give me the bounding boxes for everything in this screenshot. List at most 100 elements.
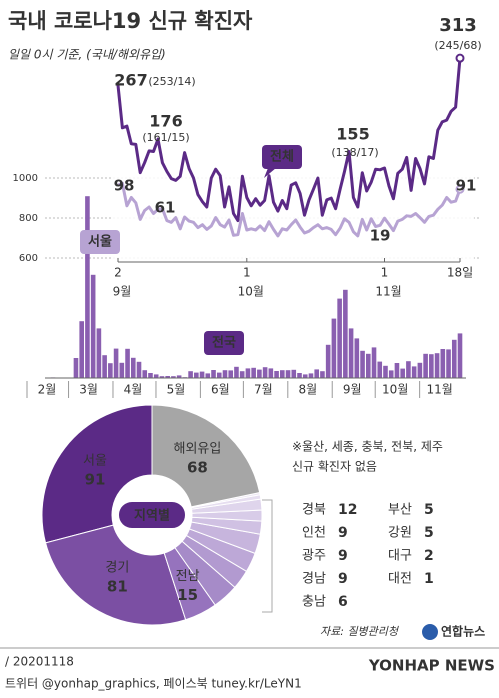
subtitle: 일일 0시 기준, (국내/해외유입) — [8, 48, 166, 62]
pie-segment — [151, 404, 261, 508]
list-name: 광주 — [302, 549, 326, 564]
bar — [383, 365, 388, 378]
series-label-pointer — [264, 168, 276, 178]
value-label: 313 — [439, 15, 477, 36]
bar — [211, 370, 216, 378]
logo: 연합뉴스 — [441, 624, 485, 639]
bar — [153, 374, 159, 378]
bar — [119, 362, 125, 378]
bar — [159, 376, 165, 378]
value-label: 155 — [336, 125, 369, 144]
list-name: 부산 — [388, 503, 412, 518]
bar — [360, 350, 365, 378]
value-label: 91 — [456, 177, 477, 195]
bar — [262, 367, 268, 378]
bar — [102, 355, 107, 378]
x-tick-label: 7월 — [254, 383, 273, 397]
bar — [429, 354, 434, 378]
bar — [216, 372, 222, 378]
bar — [354, 338, 360, 378]
bar — [348, 328, 354, 378]
bar — [320, 371, 325, 378]
bar — [188, 371, 193, 378]
series-label: 전국 — [212, 335, 236, 351]
x-tick-label: 2 — [114, 266, 122, 280]
x-tick-label: 18일 — [447, 266, 473, 280]
note: 신규 확진자 없음 — [292, 460, 377, 474]
bar — [148, 373, 153, 378]
x-tick-label: 1 — [243, 266, 251, 280]
list-value: 5 — [424, 525, 434, 541]
annotation: (138/17) — [331, 146, 378, 159]
bar — [423, 353, 428, 378]
list-value: 6 — [338, 594, 348, 610]
x-tick-label: 1 — [381, 266, 389, 280]
bar — [257, 369, 262, 378]
bar — [457, 333, 463, 378]
segment-name: 서울 — [83, 454, 107, 469]
value-label: 98 — [114, 177, 135, 195]
annotation: (161/15) — [142, 131, 189, 144]
series-label: 전체 — [270, 149, 294, 165]
bar — [394, 363, 400, 378]
social: 트위터 @yonhap_graphics, 페이스북 tuney.kr/LeYN… — [5, 677, 302, 691]
bar — [446, 349, 451, 378]
center-label-box — [117, 500, 187, 530]
value-label: 61 — [155, 199, 176, 217]
bar — [176, 375, 182, 378]
series-label-box — [262, 145, 302, 169]
segment-value: 91 — [85, 471, 106, 489]
bar — [194, 372, 199, 378]
y-tick-label: 600 — [19, 253, 38, 264]
source: 자료: 질병관리청 — [320, 625, 400, 638]
x-tick-label: 6월 — [211, 383, 230, 397]
list-name: 경북 — [302, 503, 326, 518]
month-label: 9월 — [113, 285, 132, 299]
bar — [113, 348, 119, 378]
bar — [371, 347, 377, 378]
segment-value: 68 — [187, 459, 208, 477]
x-tick-label: 10월 — [382, 383, 408, 397]
date: / 20201118 — [5, 655, 74, 669]
bar — [365, 353, 371, 378]
month-label: 10월 — [238, 285, 264, 299]
watermark: YONHAP NEWS — [368, 657, 495, 675]
bar — [325, 344, 331, 378]
value-label: 19 — [370, 227, 391, 245]
bar — [96, 328, 102, 378]
bar — [388, 370, 394, 378]
bar — [73, 358, 79, 378]
x-tick-label: 8월 — [298, 383, 317, 397]
list-name: 충남 — [302, 595, 326, 610]
list-value: 2 — [424, 548, 434, 564]
bar — [79, 321, 84, 378]
x-tick-label: 11월 — [426, 383, 452, 397]
segment-value: 15 — [177, 586, 198, 604]
end-dot — [455, 184, 465, 194]
bar — [136, 361, 142, 378]
bar — [337, 298, 342, 378]
logo-icon — [422, 624, 438, 640]
list-name: 대구 — [388, 549, 412, 564]
bar — [274, 371, 279, 378]
y-tick-label: 800 — [19, 213, 38, 224]
bar — [411, 366, 417, 378]
bar — [308, 373, 314, 378]
series-label-box — [80, 230, 120, 254]
bar — [228, 370, 234, 378]
bar — [314, 369, 320, 378]
pie-segment — [44, 524, 187, 626]
bracket — [262, 499, 273, 613]
bar — [251, 367, 256, 378]
series-label-box — [204, 331, 244, 355]
bar — [222, 370, 228, 378]
list-value: 1 — [424, 571, 434, 587]
bar — [205, 373, 211, 378]
bar — [130, 357, 136, 378]
bar — [406, 361, 411, 378]
bar — [297, 373, 302, 378]
x-tick-label: 2월 — [38, 383, 57, 397]
annotation: (253/14) — [148, 75, 195, 88]
bar — [108, 363, 113, 378]
